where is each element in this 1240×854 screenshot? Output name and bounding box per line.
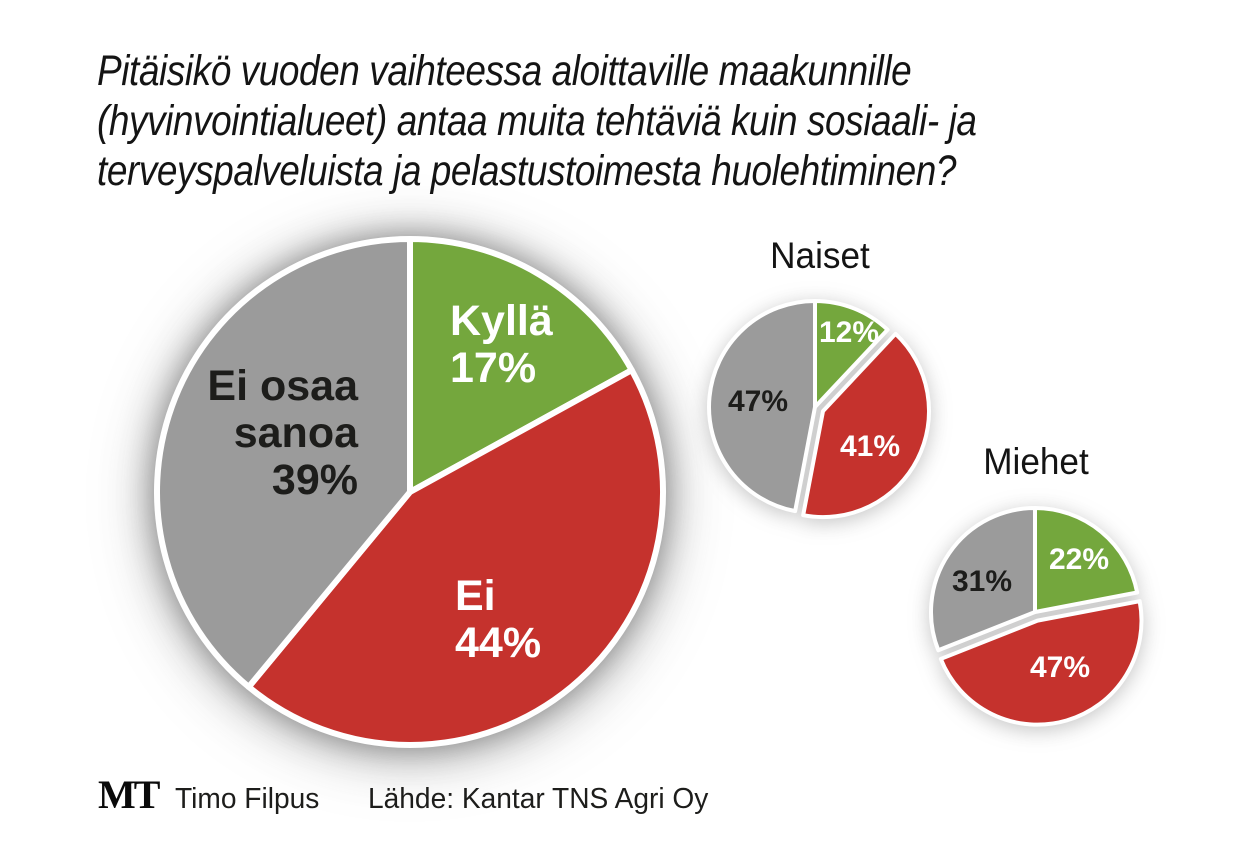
label-kylla-value: 17% [450, 344, 537, 392]
label-eos-value: 39% [271, 456, 358, 504]
miehet-heading: Miehet [983, 441, 1089, 482]
pie-slice-naiset-no [801, 331, 932, 520]
naiset-heading: Naiset [770, 235, 870, 276]
label-eos-line-1: Ei osaa [207, 362, 358, 410]
label-ei: Ei 44% [455, 573, 541, 667]
naiset-eos-value: 47% [727, 385, 789, 418]
pie-slice-kaikki-no [245, 367, 666, 748]
mt-logo: MT [98, 772, 160, 817]
question-title-line-2: (hyvinvointialueet) antaa muita tehtäviä… [97, 97, 977, 145]
naiset-kylla-value: 12% [818, 316, 880, 349]
label-ei-value: 44% [455, 619, 542, 667]
pie-slice-miehet-no [938, 599, 1144, 727]
naiset-ei-value: 41% [839, 430, 901, 463]
pie-slice-miehet-neutral [929, 506, 1037, 653]
footer-source: Lähde: Kantar TNS Agri Oy [368, 783, 709, 815]
pie-chart-miehet [929, 506, 1144, 727]
pie-slice-kaikki-yes [407, 236, 635, 495]
question-title-line-3: terveyspalveluista ja pelastustoimesta h… [97, 147, 957, 195]
pie-chart-all [154, 236, 666, 748]
miehet-eos-value: 31% [951, 565, 1013, 598]
question-title-line-1: Pitäisikö vuoden vaihteessa aloittaville… [97, 47, 912, 95]
pie-slice-kaikki-neutral [154, 236, 413, 690]
label-eos-line-2: sanoa [233, 409, 358, 457]
label-kylla: Kyllä 17% [450, 298, 553, 392]
pie-slice-naiset-neutral [707, 299, 817, 514]
label-ei-text: Ei [455, 572, 496, 620]
miehet-kylla-value: 22% [1048, 543, 1110, 576]
question-title: Pitäisikö vuoden vaihteessa aloittaville… [97, 46, 977, 196]
pie-slice-miehet-yes [1033, 506, 1140, 614]
label-kylla-text: Kyllä [450, 297, 553, 345]
label-ei-osaa-sanoa: Ei osaa sanoa 39% [158, 363, 358, 504]
footer-author: Timo Filpus [175, 783, 320, 815]
pie-slice-naiset-yes [813, 299, 890, 409]
miehet-ei-value: 47% [1029, 651, 1091, 684]
pie-chart-naiset [707, 299, 932, 520]
